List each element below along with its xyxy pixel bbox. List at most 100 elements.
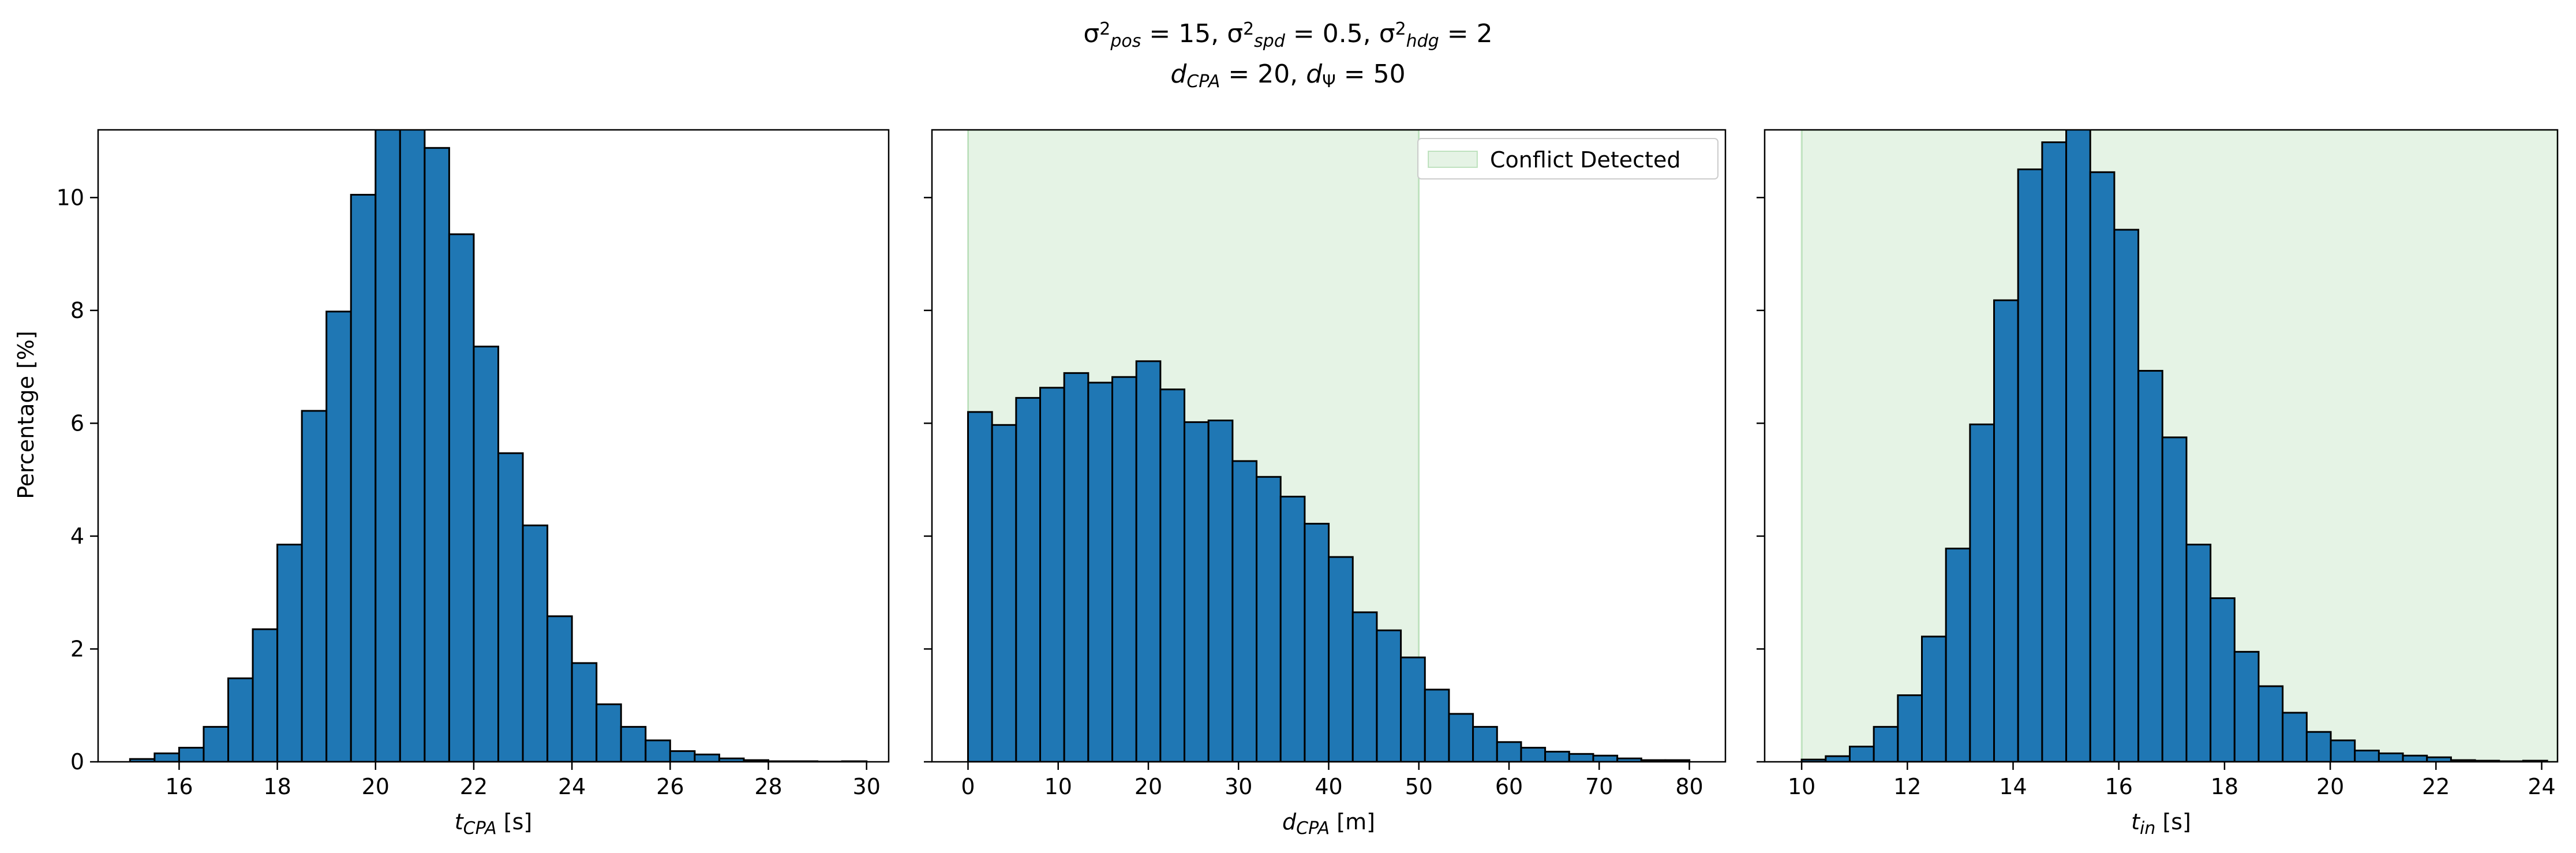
histogram-bar [424, 147, 450, 762]
x-tick-label: 70 [1585, 774, 1613, 799]
histogram-bar [153, 752, 180, 762]
histogram-bar [669, 750, 696, 762]
histogram-bar [571, 662, 598, 762]
x-tick-label: 0 [961, 774, 975, 799]
y-tick-label: 6 [70, 410, 84, 436]
histogram-bar [694, 753, 720, 762]
histogram-bar [1873, 725, 1899, 762]
x-tick-label: 20 [1135, 774, 1162, 799]
histogram-bar [1184, 421, 1210, 762]
histogram-bar [1496, 741, 1522, 762]
histogram-bar [1256, 476, 1282, 762]
histogram-bar [1448, 713, 1474, 762]
x-tick-label: 16 [2105, 774, 2133, 799]
y-tick-label: 10 [57, 185, 84, 210]
title-line-2: dCPA = 20, dΨ = 50 [1170, 59, 1405, 92]
x-tick-label: 14 [1999, 774, 2027, 799]
histogram-bar [1945, 547, 1971, 762]
histogram-bar [375, 130, 401, 762]
x-tick-label: 26 [656, 774, 684, 799]
histogram-bar [2185, 544, 2212, 762]
histogram-bar [497, 452, 524, 762]
x-tick-label: 22 [2422, 774, 2450, 799]
histogram-bar [276, 544, 303, 762]
histogram-bar [1993, 299, 2019, 762]
x-tick-label: 80 [1675, 774, 1703, 799]
histogram-bar [2233, 650, 2260, 762]
histogram-bar [178, 747, 205, 762]
x-tick-label: 18 [263, 774, 291, 799]
histogram-bar [1111, 376, 1137, 762]
y-axis-label: Percentage [%] [13, 331, 39, 499]
histogram-bar [325, 310, 352, 762]
x-tick-label: 22 [460, 774, 488, 799]
histogram-bar [1328, 556, 1354, 762]
histogram-bar [1544, 750, 1570, 762]
histogram-bar [1279, 495, 1306, 762]
histogram-bar [2089, 171, 2116, 762]
histogram-bar [2257, 685, 2284, 762]
histogram-bar [350, 193, 377, 762]
histogram-bar [546, 615, 573, 762]
title-line-1: σ2pos = 15, σ2spd = 0.5, σ2hdg = 2 [1083, 19, 1492, 51]
histogram-bar [2282, 712, 2308, 762]
histogram-bar [991, 424, 1017, 762]
histogram-bar [227, 677, 254, 762]
histogram-bar [1376, 629, 1402, 762]
x-tick-label: 60 [1495, 774, 1523, 799]
histogram-bar [2377, 752, 2404, 762]
histogram-bar [2161, 436, 2188, 762]
histogram-bar [1400, 656, 1426, 762]
histogram-bar [252, 628, 279, 762]
histogram-bar [1664, 759, 1691, 762]
histogram-bar [2210, 597, 2236, 762]
histogram-bar [1304, 522, 1330, 762]
histogram-bar [1921, 635, 1947, 762]
axes-frame [1763, 129, 2559, 763]
x-axis-label: dCPA [m] [1282, 809, 1375, 839]
histogram-bar [596, 703, 622, 762]
histogram-bar [1825, 755, 1851, 762]
x-tick-label: 24 [558, 774, 586, 799]
histogram-bar [1351, 611, 1378, 762]
histogram-bar [203, 725, 229, 762]
legend-swatch [1428, 151, 1478, 168]
x-tick-label: 10 [1044, 774, 1072, 799]
histogram-bar [2137, 369, 2163, 762]
legend-box [1417, 138, 1718, 179]
histogram-bar [399, 130, 426, 762]
histogram-bar [1520, 747, 1547, 762]
figure-title: σ2pos = 15, σ2spd = 0.5, σ2hdg = 2 dCPA =… [1083, 19, 1492, 92]
x-tick-label: 24 [2528, 774, 2555, 799]
histogram-bar [2017, 168, 2043, 762]
x-tick-label: 18 [2211, 774, 2238, 799]
histogram-bar [1592, 754, 1619, 762]
histogram-bar [1087, 381, 1114, 762]
histogram-bar [620, 725, 647, 762]
x-tick-label: 20 [2316, 774, 2344, 799]
histogram-bar [2402, 754, 2428, 762]
histogram-bar [645, 739, 671, 762]
x-axis-label: tCPA [s] [455, 809, 533, 839]
histogram-bar [522, 524, 549, 762]
histogram-bar [1472, 725, 1498, 762]
histogram-bar [2041, 141, 2068, 762]
histogram-bar [473, 345, 500, 762]
histogram-bar [1897, 694, 1923, 762]
histogram-bar [2113, 229, 2140, 762]
histogram-bar [1159, 388, 1186, 762]
histogram-bar [967, 411, 993, 762]
histogram-bar [1231, 460, 1258, 762]
tin-histogram-panel: 10 12 14 16 18 20 22 24 tin [s] [1757, 129, 2559, 839]
x-tick-label: 20 [362, 774, 390, 799]
legend: Conflict Detected [1417, 138, 1718, 179]
histogram-bar [1969, 423, 1995, 762]
x-tick-label: 12 [1893, 774, 1921, 799]
histogram-bar [1207, 420, 1234, 762]
x-axis-label: tin [s] [2131, 809, 2191, 839]
x-tick-label: 50 [1405, 774, 1433, 799]
dcpa-histogram-panel: 0 10 20 30 40 50 60 70 80 dCPA [m] Conflict Detect… [924, 129, 1727, 839]
x-tick-label: 30 [853, 774, 881, 799]
